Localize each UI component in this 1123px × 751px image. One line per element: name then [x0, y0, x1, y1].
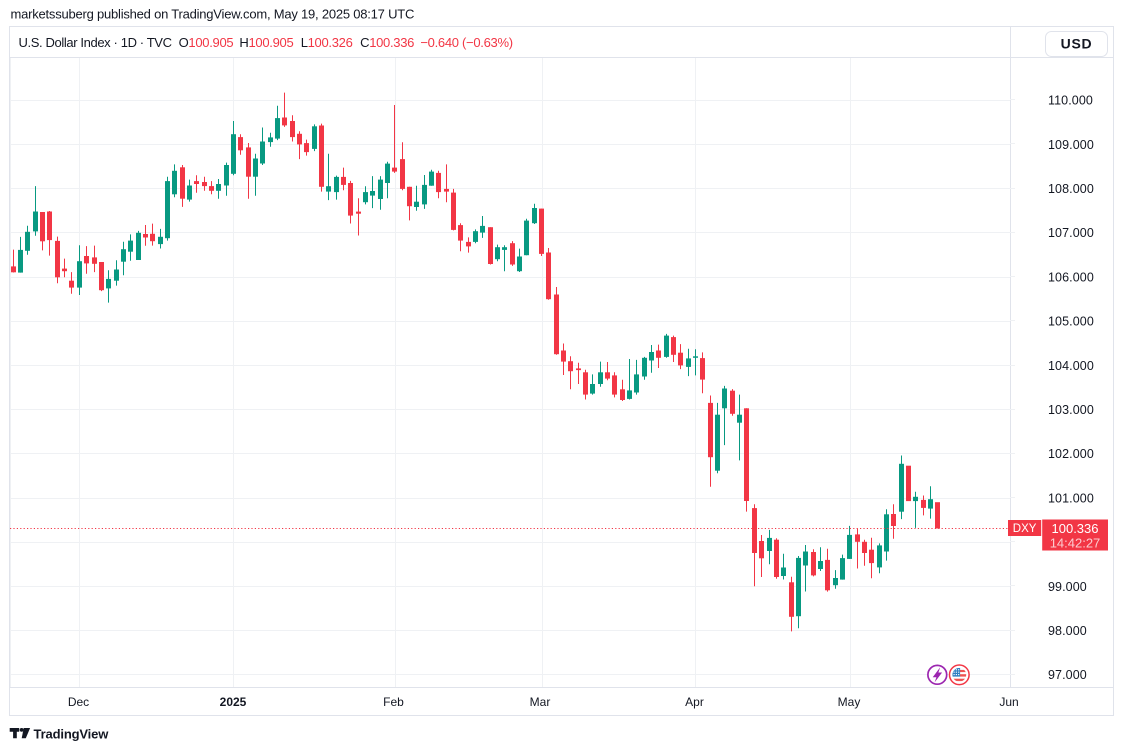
svg-text:May: May — [838, 695, 861, 709]
svg-text:marketssuberg published on Tra: marketssuberg published on TradingView.c… — [11, 6, 415, 21]
svg-text:2025: 2025 — [220, 695, 247, 709]
svg-text:USD: USD — [1061, 36, 1093, 52]
svg-text:102.000: 102.000 — [1048, 447, 1094, 461]
svg-text:105.000: 105.000 — [1048, 315, 1094, 329]
svg-text:DXY: DXY — [1013, 523, 1037, 535]
svg-text:100.336: 100.336 — [1052, 521, 1099, 536]
svg-text:98.000: 98.000 — [1048, 624, 1087, 638]
svg-text:TradingView: TradingView — [34, 726, 110, 741]
svg-text:Dec: Dec — [68, 695, 89, 709]
svg-text:103.000: 103.000 — [1048, 403, 1094, 417]
svg-text:104.000: 104.000 — [1048, 359, 1094, 373]
svg-text:U.S. Dollar Index · 1D · TVC: U.S. Dollar Index · 1D · TVC — [19, 35, 172, 50]
svg-text:−0.640 (−0.63%): −0.640 (−0.63%) — [420, 35, 512, 50]
svg-text:110.000: 110.000 — [1048, 94, 1093, 108]
svg-text:Apr: Apr — [685, 695, 704, 709]
svg-text:H100.905: H100.905 — [239, 35, 293, 50]
svg-text:14:42:27: 14:42:27 — [1050, 536, 1101, 551]
svg-text:L100.326: L100.326 — [301, 35, 353, 50]
svg-text:97.000: 97.000 — [1048, 668, 1087, 682]
svg-text:C100.336: C100.336 — [360, 35, 414, 50]
svg-text:99.000: 99.000 — [1048, 580, 1087, 594]
svg-text:101.000: 101.000 — [1048, 491, 1094, 505]
svg-text:Jun: Jun — [999, 695, 1018, 709]
svg-text:Feb: Feb — [383, 695, 404, 709]
svg-text:O100.905: O100.905 — [179, 35, 234, 50]
svg-text:107.000: 107.000 — [1048, 226, 1094, 240]
svg-text:Mar: Mar — [530, 695, 551, 709]
svg-text:108.000: 108.000 — [1048, 182, 1094, 196]
svg-text:106.000: 106.000 — [1048, 270, 1094, 284]
svg-text:109.000: 109.000 — [1048, 138, 1094, 152]
